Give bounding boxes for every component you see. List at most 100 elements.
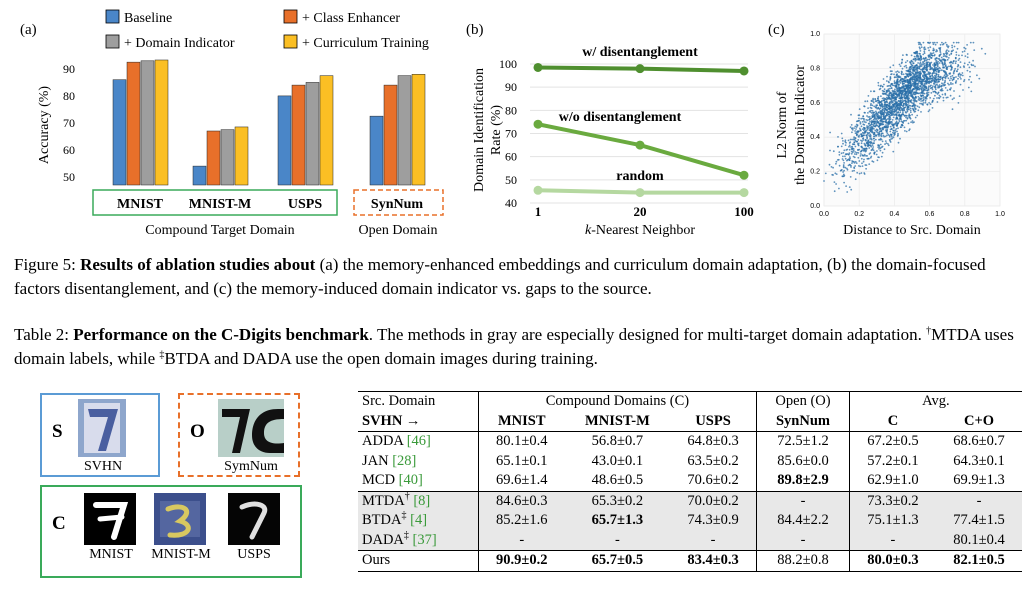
scatter-point xyxy=(858,108,861,110)
scatter-point xyxy=(952,78,955,80)
table-row: ADDA [46] 80.1±0.4 56.8±0.7 64.8±0.3 72.5±1.… xyxy=(358,431,1022,452)
citation-link[interactable]: [28] xyxy=(392,452,417,469)
citation-link[interactable]: [37] xyxy=(408,531,437,548)
scatter-point xyxy=(951,98,954,101)
citation-link[interactable]: [4] xyxy=(406,512,428,529)
scatter-point xyxy=(927,71,930,74)
scatter-point xyxy=(933,90,936,93)
scatter-point xyxy=(900,96,902,99)
scatter-point xyxy=(863,119,865,121)
scatter-point xyxy=(873,105,876,108)
scatter-point xyxy=(863,147,866,150)
open-domain-label: Open Domain xyxy=(359,223,438,238)
scatter-point xyxy=(953,45,956,48)
scatter-point xyxy=(967,86,970,89)
scatter-point xyxy=(964,55,967,57)
scatter-point xyxy=(891,95,894,97)
scatter-point xyxy=(926,95,929,98)
scatter-point xyxy=(919,102,921,105)
scatter-point xyxy=(848,156,851,158)
scatter-point xyxy=(872,113,874,116)
scatter-point xyxy=(869,117,871,120)
scatter-point xyxy=(933,62,936,65)
scatter-point xyxy=(915,97,917,99)
scatter-point xyxy=(842,151,845,154)
panel-c-xtick: 0.2 xyxy=(854,211,864,218)
scatter-point xyxy=(870,121,873,124)
scatter-point xyxy=(943,66,945,69)
scatter-point xyxy=(866,125,868,127)
figure5-caption: Figure 5: Results of ablation studies ab… xyxy=(14,255,986,298)
scatter-point xyxy=(919,43,922,45)
panel-b-line-chart: (b) Domain Identification Rate (%) 40 50 6… xyxy=(466,22,754,238)
scatter-point xyxy=(955,41,958,44)
citation-link[interactable]: [46] xyxy=(406,433,431,450)
scatter-point xyxy=(891,105,893,108)
scatter-point xyxy=(899,65,902,67)
mnist-digit-image xyxy=(84,493,136,545)
scatter-point xyxy=(924,101,927,104)
scatter-point xyxy=(870,100,873,102)
scatter-point xyxy=(886,75,888,78)
scatter-point xyxy=(946,89,949,92)
scatter-point xyxy=(856,171,859,174)
scatter-point xyxy=(904,130,906,132)
table-cell: 70.6±0.2 xyxy=(669,471,758,491)
scatter-point xyxy=(894,131,897,134)
scatter-point xyxy=(883,110,886,113)
scatter-point xyxy=(953,90,955,92)
scatter-point xyxy=(869,156,872,159)
panel-b-ytick: 90 xyxy=(505,80,517,94)
scatter-point xyxy=(872,137,875,140)
category-label-mnist: MNIST xyxy=(117,197,164,212)
legend-swatch-domain-indicator xyxy=(105,34,120,49)
scatter-point xyxy=(907,75,910,78)
scatter-point xyxy=(941,77,944,80)
scatter-point xyxy=(850,152,853,155)
scatter-point xyxy=(897,86,900,88)
scatter-point xyxy=(894,102,897,105)
scatter-point xyxy=(903,95,906,98)
scatter-point xyxy=(955,54,958,56)
scatter-point xyxy=(905,72,907,75)
usps-digit-image xyxy=(228,493,280,545)
scatter-point xyxy=(914,93,916,96)
scatter-point xyxy=(884,92,887,95)
panel-c-xtick: 0.4 xyxy=(890,211,900,218)
scatter-point xyxy=(915,72,917,75)
scatter-point xyxy=(866,137,868,140)
usps-label: USPS xyxy=(237,547,271,562)
scatter-point xyxy=(866,131,869,134)
scatter-point xyxy=(865,121,867,124)
scatter-point xyxy=(920,88,923,91)
scatter-point xyxy=(912,99,915,102)
scatter-point xyxy=(896,76,898,79)
scatter-point xyxy=(910,101,913,104)
scatter-point xyxy=(862,160,865,163)
scatter-point xyxy=(891,89,894,92)
scatter-point xyxy=(887,143,889,145)
citation-link[interactable]: [8] xyxy=(409,492,431,509)
citation-link[interactable]: [40] xyxy=(398,472,423,489)
scatter-point xyxy=(937,57,940,60)
scatter-point xyxy=(890,98,893,101)
scatter-point xyxy=(858,165,860,167)
scatter-point xyxy=(923,62,926,65)
table-cell: - xyxy=(936,490,1022,511)
panel-a-ytick: 60 xyxy=(63,143,75,157)
open-letter: O xyxy=(190,421,205,442)
scatter-point xyxy=(869,104,872,107)
scatter-point xyxy=(899,86,902,89)
panel-c-label: (c) xyxy=(768,22,785,38)
scatter-point xyxy=(904,99,907,102)
scatter-point xyxy=(907,115,910,117)
scatter-point xyxy=(844,166,847,169)
panel-b-ytick: 80 xyxy=(505,103,517,117)
scatter-point xyxy=(918,87,921,90)
scatter-point xyxy=(947,50,950,53)
scatter-point xyxy=(848,148,851,151)
scatter-point xyxy=(916,79,919,82)
scatter-point xyxy=(906,103,909,106)
panel-b-ylabel-2: Rate (%) xyxy=(489,105,504,155)
scatter-point xyxy=(902,111,904,114)
